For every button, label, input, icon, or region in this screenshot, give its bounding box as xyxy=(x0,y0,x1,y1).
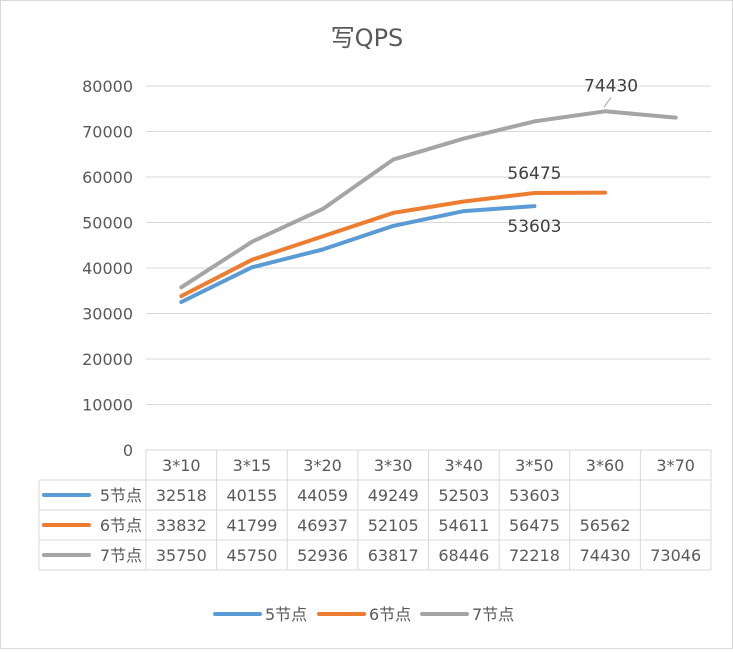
table-cell: 52105 xyxy=(368,516,419,535)
table-series-name: 7节点 xyxy=(100,546,142,565)
table-cell: 68446 xyxy=(438,546,489,565)
category-label: 3*10 xyxy=(162,456,201,475)
table-cell: 45750 xyxy=(226,546,277,565)
y-tick-label: 60000 xyxy=(82,168,133,187)
legend-label: 7节点 xyxy=(472,605,514,624)
table-cell: 35750 xyxy=(156,546,207,565)
table-cell: 56475 xyxy=(509,516,560,535)
series-lines xyxy=(179,109,678,304)
table-cell: 33832 xyxy=(156,516,207,535)
category-label: 3*50 xyxy=(515,456,554,475)
table-cell: 44059 xyxy=(297,486,348,505)
table-cell: 52503 xyxy=(438,486,489,505)
table-cell: 52936 xyxy=(297,546,348,565)
table-cell: 72218 xyxy=(509,546,560,565)
y-tick-label: 0 xyxy=(123,441,133,460)
table-cell: 32518 xyxy=(156,486,207,505)
table-cell: 41799 xyxy=(226,516,277,535)
legend-label: 6节点 xyxy=(369,605,411,624)
data-label: 53603 xyxy=(507,217,561,237)
category-label: 3*20 xyxy=(303,456,342,475)
table-cell: 63817 xyxy=(368,546,419,565)
y-tick-label: 80000 xyxy=(82,77,133,96)
series-line xyxy=(179,204,537,304)
gridlines xyxy=(146,85,711,405)
series-line xyxy=(179,109,678,290)
data-table: 3*10 3*15 3*20 3*30 3*40 3*50 3*60 3*70 5节点 32518… xyxy=(38,449,712,571)
data-label: 74430 xyxy=(584,76,638,96)
legend-label: 5节点 xyxy=(265,605,307,624)
category-label: 3*30 xyxy=(374,456,413,475)
table-cell: 74430 xyxy=(580,546,631,565)
data-label-leader xyxy=(603,97,612,108)
category-label: 3*15 xyxy=(233,456,272,475)
category-label: 3*40 xyxy=(445,456,484,475)
table-series-name: 5节点 xyxy=(100,486,142,505)
table-cell: 40155 xyxy=(226,486,277,505)
category-label: 3*60 xyxy=(586,456,625,475)
y-tick-label: 20000 xyxy=(82,350,133,369)
y-axis-tick-labels: 0 10000 20000 30000 40000 50000 60000 70000 8000… xyxy=(82,77,133,460)
table-cell: 49249 xyxy=(368,486,419,505)
y-tick-label: 40000 xyxy=(82,259,133,278)
table-cell: 54611 xyxy=(438,516,489,535)
y-tick-label: 10000 xyxy=(82,396,133,415)
data-labels: 53603 56475 74430 xyxy=(507,76,638,237)
table-series-name: 6节点 xyxy=(100,516,142,535)
legend: 5节点 6节点 7节点 xyxy=(213,605,514,624)
table-cell: 46937 xyxy=(297,516,348,535)
table-cell: 53603 xyxy=(509,486,560,505)
y-tick-label: 50000 xyxy=(82,214,133,233)
table-cell: 56562 xyxy=(580,516,631,535)
y-tick-label: 30000 xyxy=(82,305,133,324)
data-label: 56475 xyxy=(507,164,561,184)
table-cell: 73046 xyxy=(650,546,701,565)
chart-title: 写QPS xyxy=(331,24,404,52)
series-line xyxy=(179,190,608,299)
y-tick-label: 70000 xyxy=(82,123,133,142)
category-label: 3*70 xyxy=(656,456,695,475)
